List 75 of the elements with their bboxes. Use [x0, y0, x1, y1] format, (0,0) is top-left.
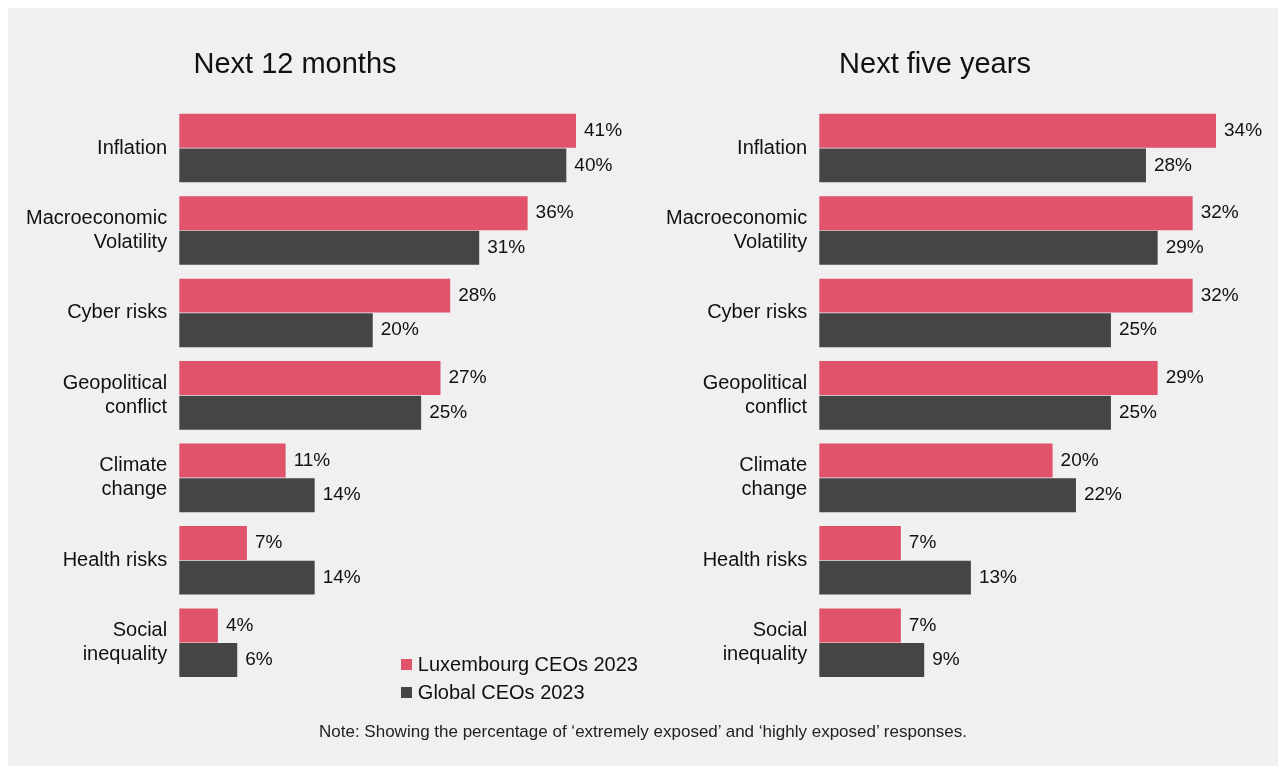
y-tick-label: Climate change: [739, 453, 808, 500]
bar: [819, 560, 971, 595]
data-label: 7%: [908, 531, 937, 553]
bar: [819, 113, 1216, 148]
data-label: 28%: [458, 283, 497, 305]
data-label: 25%: [1118, 318, 1158, 340]
data-label: 14%: [322, 565, 361, 587]
bar: [819, 196, 1193, 231]
legend-label: Global CEOs 2023: [417, 680, 585, 705]
data-label: 31%: [487, 236, 526, 258]
y-tick-label: Climate change: [99, 453, 168, 500]
bar: [179, 230, 480, 265]
data-label: 20%: [380, 318, 419, 340]
data-label: 28%: [1153, 153, 1193, 175]
y-tick-label: Geopolitical conflict: [702, 370, 808, 417]
legend-label: Luxembourg CEOs 2023: [417, 652, 638, 677]
bar: [819, 395, 1111, 430]
bar: [179, 113, 576, 148]
bar: [179, 196, 528, 231]
bar: [819, 361, 1158, 396]
data-label: 22%: [1083, 483, 1123, 505]
bar: [179, 560, 315, 595]
bar: [179, 395, 422, 430]
y-tick-label: Cyber risks: [707, 300, 808, 323]
data-label: 40%: [574, 153, 613, 175]
bar: [819, 230, 1158, 265]
y-tick-label: Inflation: [737, 135, 808, 158]
bar: [179, 526, 247, 560]
data-label: 13%: [978, 565, 1018, 587]
y-tick-label: Macroeconomic Volatility: [665, 206, 808, 252]
bar: [179, 278, 451, 313]
bar: [819, 313, 1111, 348]
text: Note: Showing the percentage of ‘extremely exposed’ and ‘highly exposed’ responses.: [318, 722, 968, 742]
data-label: 29%: [1165, 366, 1204, 388]
bar: [819, 643, 925, 678]
bar: [179, 608, 218, 643]
data-label: 6%: [245, 648, 273, 670]
bar: [819, 526, 901, 560]
bar: [179, 361, 441, 396]
bar: [819, 278, 1193, 313]
chart-title: Next five years: [839, 47, 1031, 80]
chart-title: Next 12 months: [193, 47, 397, 80]
y-tick-label: Macroeconomic Volatility: [25, 206, 168, 252]
y-tick-label: Geopolitical conflict: [62, 370, 168, 417]
y-tick-label: Social inequality: [722, 618, 808, 665]
bar: [179, 478, 315, 513]
data-label: 4%: [225, 613, 254, 635]
bar: [819, 148, 1146, 183]
y-tick-label: Social inequality: [82, 618, 168, 665]
data-label: 11%: [293, 448, 331, 470]
y-tick-label: Inflation: [97, 135, 168, 158]
data-label: 34%: [1224, 118, 1263, 140]
data-label: 25%: [429, 400, 468, 422]
bar: [179, 313, 373, 348]
data-label: 7%: [908, 613, 937, 635]
bar: [819, 608, 901, 643]
data-label: 32%: [1200, 201, 1239, 223]
data-label: 32%: [1200, 283, 1239, 305]
bar: [819, 478, 1076, 513]
data-label: 14%: [322, 483, 361, 505]
bar: [179, 148, 567, 183]
bar: [179, 643, 238, 678]
data-label: 9%: [932, 648, 960, 670]
data-label: 25%: [1118, 400, 1158, 422]
y-tick-label: Health risks: [62, 547, 168, 570]
data-label: 41%: [584, 118, 623, 140]
data-label: 27%: [448, 366, 487, 388]
y-tick-label: Health risks: [702, 547, 808, 570]
bar: [179, 443, 286, 478]
y-tick-label: Cyber risks: [67, 300, 168, 323]
data-label: 7%: [254, 531, 283, 553]
bar: [819, 443, 1053, 478]
data-label: 29%: [1165, 236, 1204, 258]
data-label: 36%: [535, 201, 574, 223]
data-label: 20%: [1060, 448, 1099, 470]
